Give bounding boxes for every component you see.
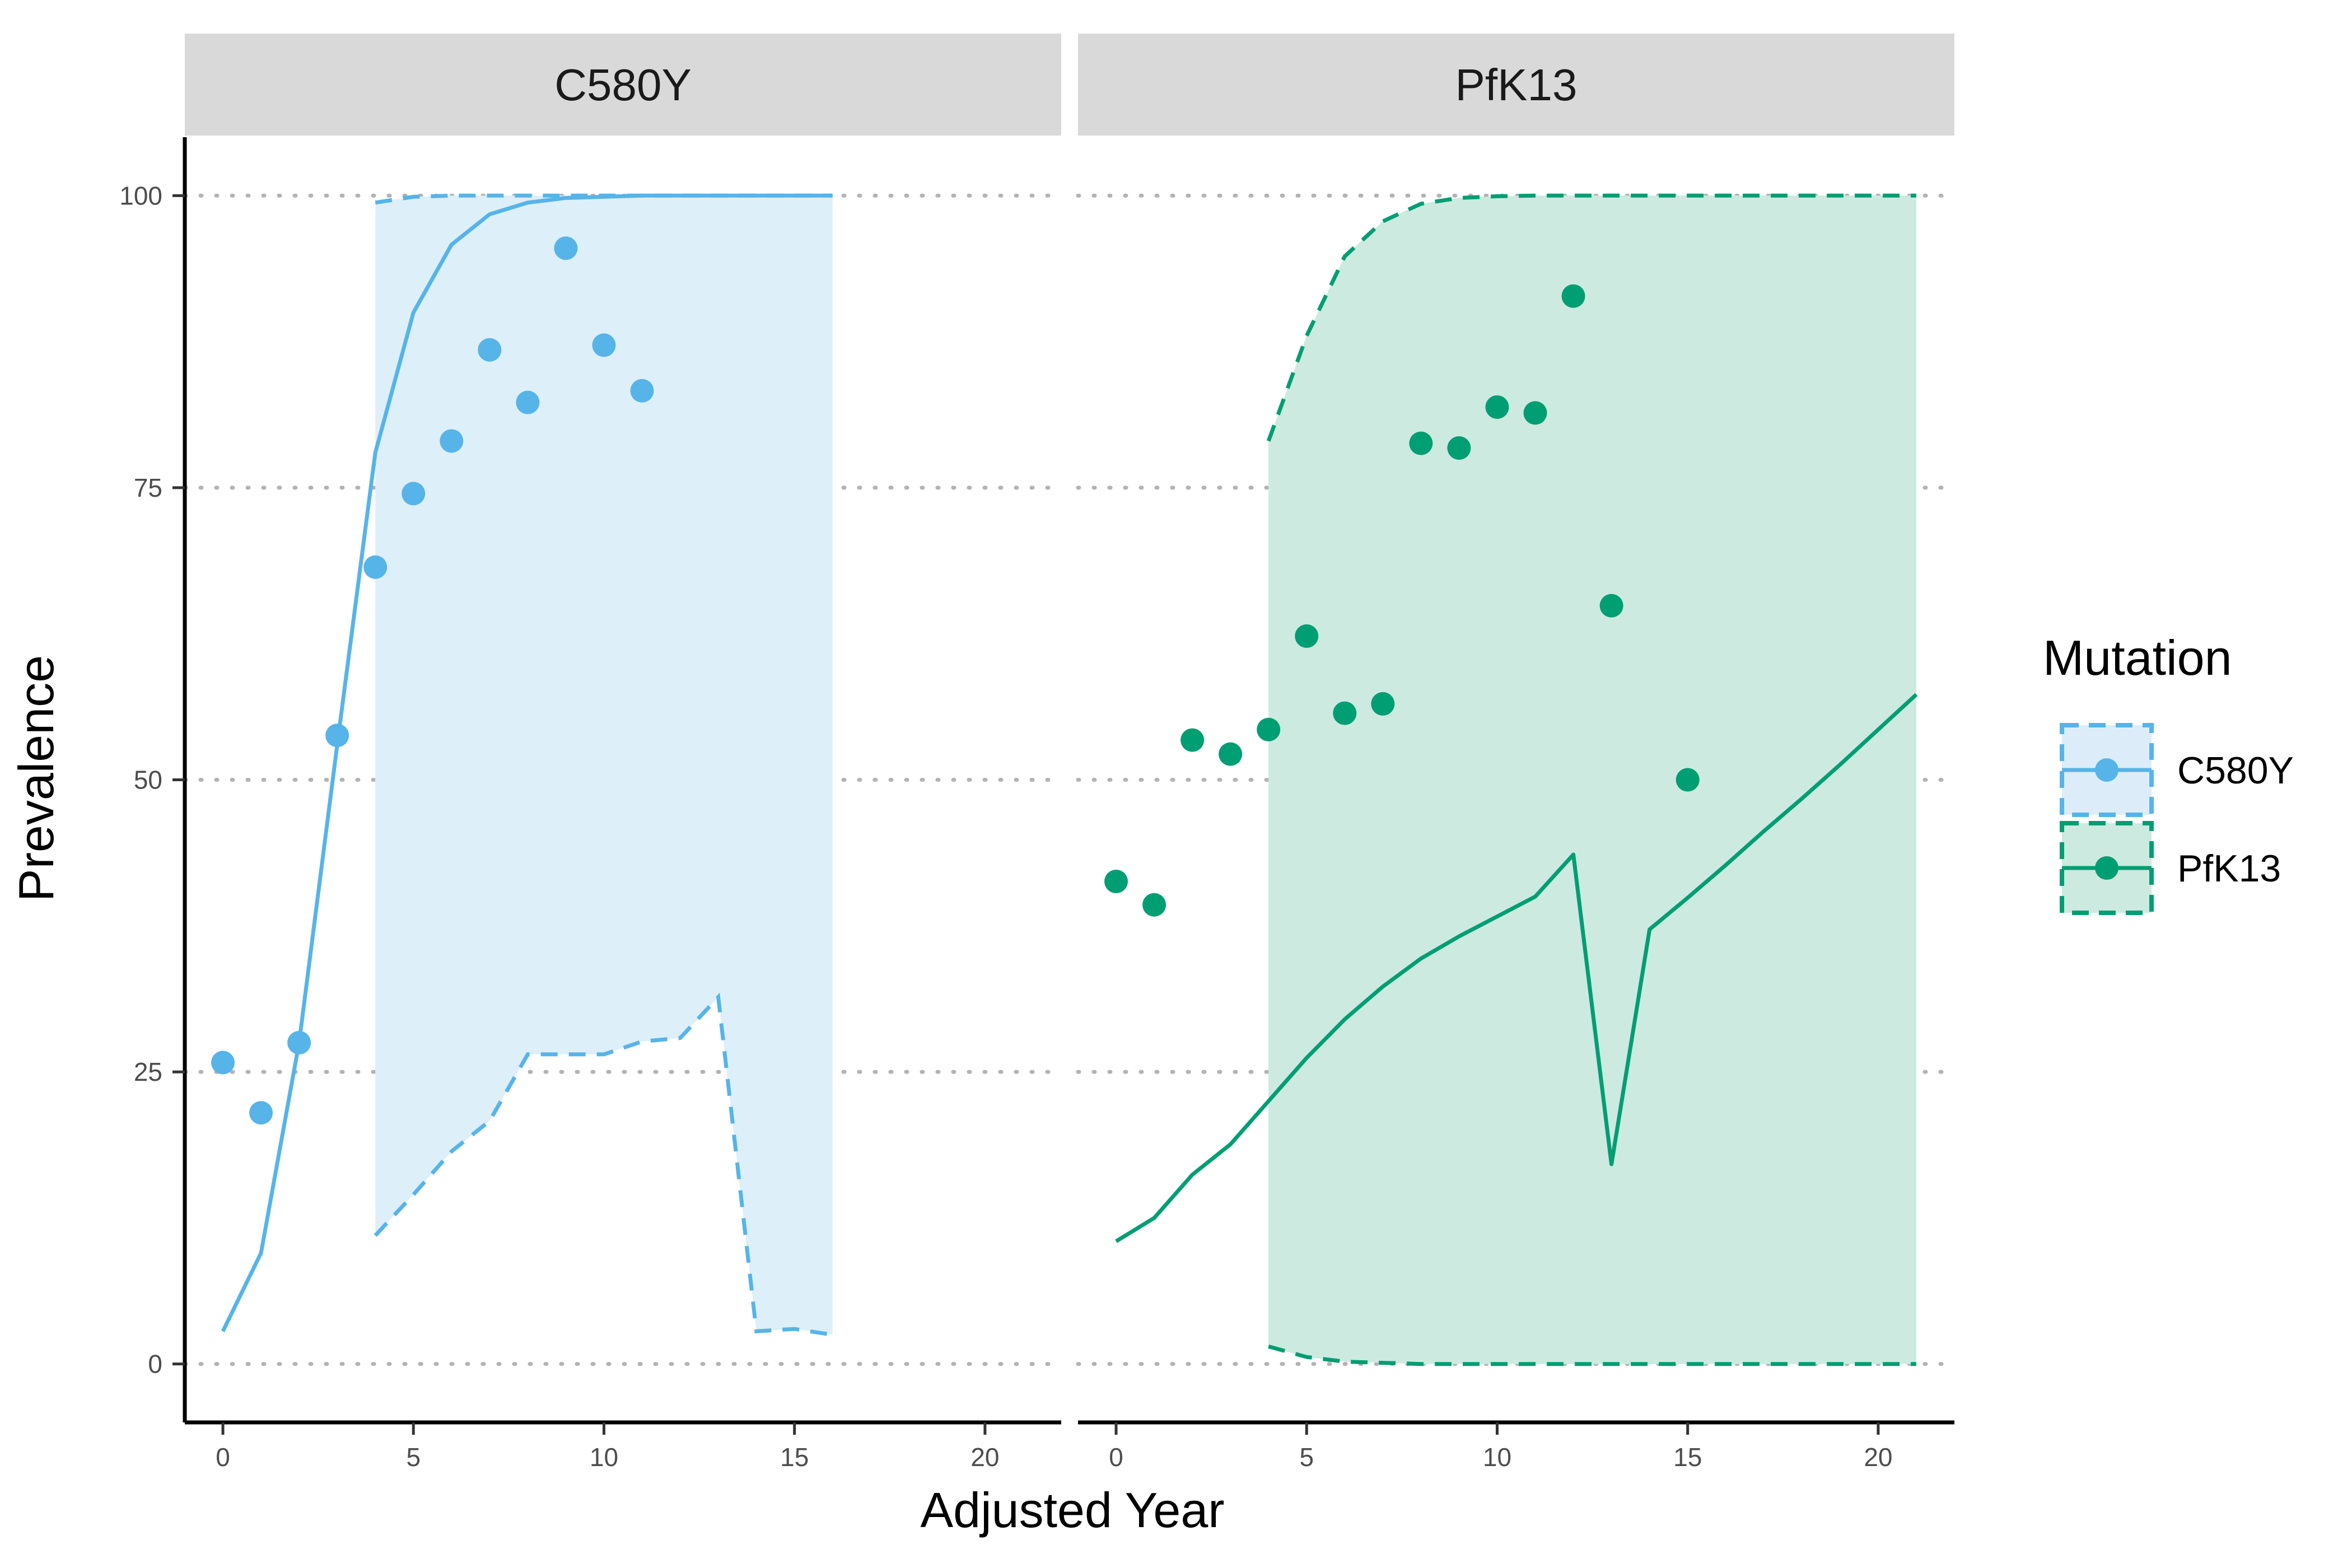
data-point (1371, 692, 1395, 716)
data-point (363, 555, 388, 579)
data-point (211, 1051, 235, 1075)
legend-title: Mutation (2043, 630, 2232, 685)
data-point (402, 482, 426, 506)
legend-label: C580Y (2177, 749, 2294, 792)
data-point (1142, 893, 1166, 917)
data-point (1523, 401, 1547, 425)
x-tick-label: 20 (970, 1443, 999, 1472)
model-line (221, 193, 833, 1332)
data-point (1561, 284, 1585, 308)
x-tick-label: 20 (1864, 1443, 1892, 1472)
data-point (325, 724, 349, 748)
panel-layer: C580Y 0 5 10 15 20 0 25 50 75 100 PfK13 0 5 10 15 20 (119, 34, 1957, 1472)
data-point (592, 333, 616, 357)
data-point (554, 236, 578, 260)
data-point (1295, 624, 1319, 648)
data-point (287, 1030, 311, 1054)
y-tick-label: 75 (134, 473, 162, 502)
data-point (1104, 870, 1128, 894)
data-point (1219, 742, 1243, 766)
legend-item-pfk13: PfK13 (2060, 821, 2281, 915)
data-point (1409, 431, 1433, 455)
legend-key-point (2095, 856, 2118, 880)
legend-items: C580Y PfK13 (2060, 723, 2294, 915)
model-line (1115, 693, 1918, 1243)
ribbon-lower-bound (1268, 1345, 1916, 1366)
legend-item-c580y: C580Y (2060, 723, 2294, 817)
data-point (478, 338, 502, 362)
x-tick-label: 15 (780, 1443, 809, 1472)
y-axis-title: Prevalence (8, 655, 64, 902)
confidence-ribbon (1268, 195, 1916, 1364)
x-tick-label: 0 (216, 1443, 230, 1472)
data-point (1180, 728, 1205, 752)
data-point (1485, 395, 1509, 419)
x-axis-title: Adjusted Year (920, 1482, 1224, 1538)
legend-key-point (2095, 758, 2118, 782)
strip-background (1078, 34, 1954, 136)
data-point (630, 379, 654, 403)
data-point (1447, 436, 1471, 460)
data-point (516, 390, 540, 414)
data-point (1599, 594, 1623, 618)
y-tick-label: 0 (148, 1350, 162, 1379)
y-tick-label: 25 (134, 1057, 162, 1086)
data-point (1333, 701, 1357, 725)
data-point (1257, 717, 1281, 741)
data-point (440, 429, 464, 453)
ribbon-lower-bound (374, 992, 833, 1337)
x-tick-label: 5 (1299, 1443, 1314, 1472)
y-tick-label: 100 (119, 181, 162, 210)
data-point (1676, 768, 1700, 792)
strip-label: PfK13 (1455, 60, 1578, 110)
ribbon-upper-bound (1266, 193, 1916, 442)
y-tick-label: 50 (134, 766, 162, 795)
x-tick-label: 5 (406, 1443, 421, 1472)
data-point (249, 1101, 273, 1125)
legend: Mutation C580Y PfK13 (2043, 630, 2294, 915)
legend-label: PfK13 (2177, 847, 2281, 890)
x-tick-label: 0 (1109, 1443, 1123, 1472)
panel-c580y: C580Y 0 5 10 15 20 0 25 50 75 100 (119, 34, 1063, 1472)
panel-pfk13: PfK13 0 5 10 15 20 (1076, 34, 1957, 1472)
confidence-ribbon (375, 195, 833, 1335)
x-tick-label: 10 (590, 1443, 618, 1472)
strip-label: C580Y (554, 60, 692, 110)
x-tick-label: 15 (1673, 1443, 1702, 1472)
strip-background (185, 34, 1061, 136)
x-tick-label: 10 (1483, 1443, 1511, 1472)
